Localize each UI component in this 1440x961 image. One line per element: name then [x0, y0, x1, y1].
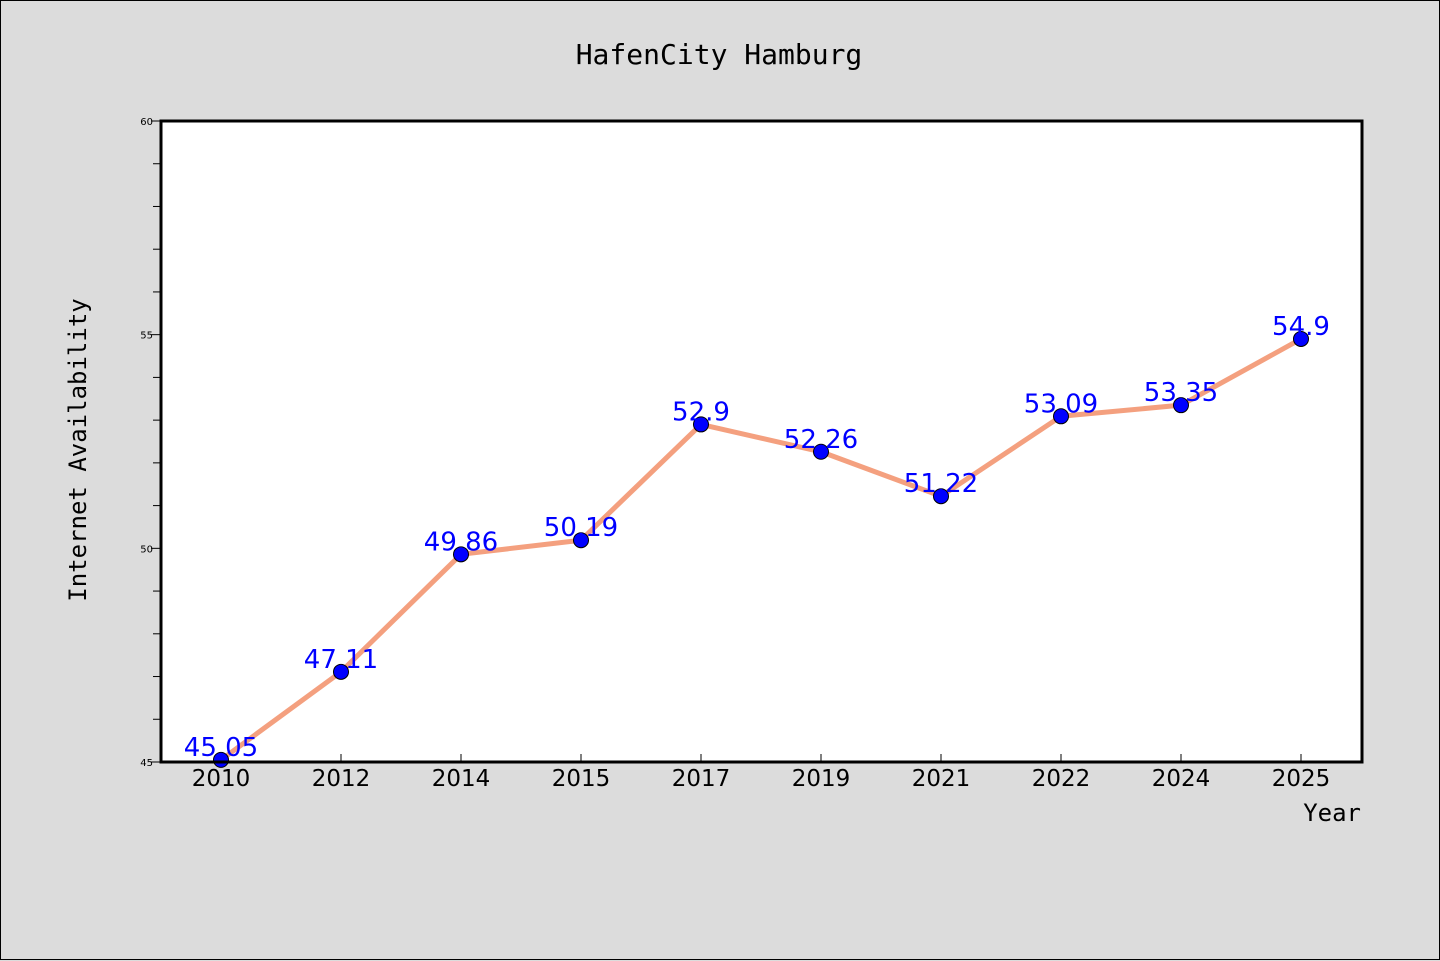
x-tick-label: 2017 [672, 766, 731, 792]
x-tick-label: 2021 [912, 766, 971, 792]
x-tick-label: 2015 [552, 766, 611, 792]
data-point [1053, 408, 1069, 425]
x-tick-label: 2014 [432, 766, 491, 792]
data-label: 45.05 [184, 733, 258, 763]
x-axis: 2010 2012 2014 2015 2017 2019 2021 2022 2024 2025 [192, 754, 1331, 792]
x-tick-label: 2024 [1152, 766, 1211, 792]
x-axis-label: Year [1303, 799, 1361, 827]
data-point [1293, 330, 1309, 347]
y-tick-label: 50 [140, 544, 153, 555]
markers-group [213, 330, 1309, 768]
y-axis: 45 50 55 60 [140, 117, 161, 769]
chart-title: HafenCity Hamburg [576, 38, 863, 71]
data-label: 54.9 [1272, 312, 1330, 342]
data-point [693, 416, 709, 433]
x-tick-label: 2022 [1032, 766, 1091, 792]
data-label: 50.19 [544, 513, 618, 543]
data-point [453, 546, 469, 563]
data-label: 53.35 [1144, 378, 1218, 408]
data-point [933, 488, 949, 505]
plot-frame [159, 119, 1364, 764]
data-point [333, 663, 349, 680]
series-line-group [218, 336, 1304, 763]
y-tick-label: 60 [140, 117, 153, 128]
y-axis-label: Internet Availability [64, 298, 92, 601]
y-tick-label: 45 [140, 758, 153, 769]
data-point [573, 532, 589, 549]
x-tick-label: 2025 [1272, 766, 1331, 792]
data-label: 52.26 [784, 425, 858, 455]
data-label: 51.22 [904, 469, 978, 499]
x-tick-label: 2012 [312, 766, 371, 792]
data-point [213, 751, 229, 768]
data-label: 53.09 [1024, 389, 1098, 419]
y-tick-label: 55 [140, 331, 153, 342]
data-point [813, 443, 829, 460]
series-line [218, 336, 1304, 763]
data-label: 49.86 [424, 527, 498, 557]
data-labels-group: 45.05 47.11 49.86 50.19 52.9 52.26 51.22 53.09 5… [184, 312, 1330, 763]
data-label: 47.11 [304, 645, 378, 675]
x-tick-label: 2010 [192, 766, 251, 792]
data-point [1173, 397, 1189, 414]
data-label: 52.9 [672, 397, 730, 427]
x-tick-label: 2019 [792, 766, 851, 792]
